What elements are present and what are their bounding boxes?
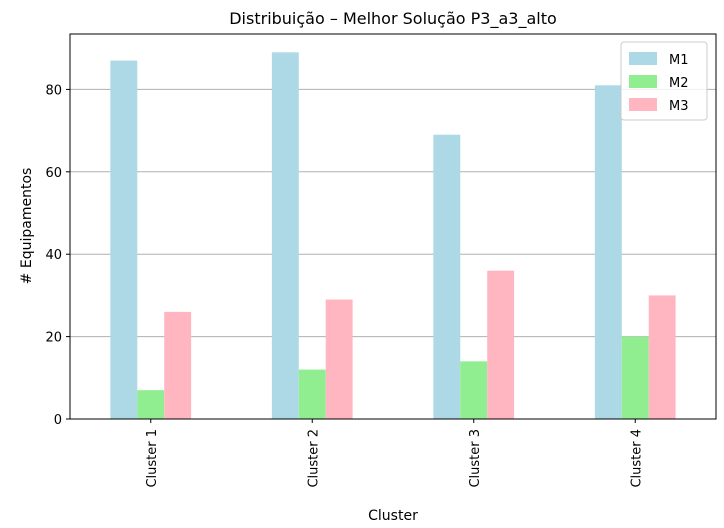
bar-m2-cluster-4 — [621, 336, 649, 419]
x-tick-label: Cluster 3 — [468, 429, 483, 488]
y-tick-label: 20 — [45, 331, 62, 346]
y-axis-label: # Equipamentos — [19, 168, 35, 285]
x-tick-label: Cluster 4 — [629, 429, 644, 488]
legend-label-m2: M2 — [669, 76, 689, 91]
chart-title: Distribuição – Melhor Solução P3_a3_alto — [229, 9, 557, 29]
bar-m1-cluster-1 — [110, 60, 138, 420]
bar-m1-cluster-3 — [433, 134, 461, 419]
bar-m1-cluster-4 — [594, 85, 622, 419]
plot-frame — [69, 33, 717, 420]
bars — [110, 52, 676, 420]
x-tick-label: Cluster 1 — [145, 429, 160, 488]
bar-m3-cluster-1 — [164, 311, 192, 419]
legend: M1 M2 M3 — [620, 41, 708, 121]
legend-swatch-m1 — [629, 52, 657, 65]
legend-label-m1: M1 — [669, 53, 689, 68]
x-axis: Cluster 1 Cluster 2 Cluster 3 Cluster 4 — [145, 419, 644, 488]
y-axis: 0 20 40 60 80 — [45, 83, 70, 428]
legend-label-m3: M3 — [669, 99, 689, 114]
legend-swatch-m3 — [629, 98, 657, 111]
bar-m3-cluster-3 — [487, 270, 515, 419]
x-tick-label: Cluster 2 — [306, 429, 321, 488]
bar-m2-cluster-2 — [298, 369, 326, 419]
y-tick-label: 60 — [45, 166, 62, 181]
bar-m3-cluster-4 — [648, 295, 676, 419]
y-tick-label: 0 — [54, 413, 62, 428]
bar-m3-cluster-2 — [325, 299, 353, 419]
y-tick-label: 80 — [45, 83, 62, 98]
bar-m1-cluster-2 — [271, 52, 299, 419]
x-axis-label: Cluster — [368, 508, 418, 524]
y-tick-label: 40 — [45, 248, 62, 263]
bar-m2-cluster-3 — [460, 361, 488, 419]
legend-swatch-m2 — [629, 75, 657, 88]
bar-m2-cluster-1 — [137, 390, 165, 419]
